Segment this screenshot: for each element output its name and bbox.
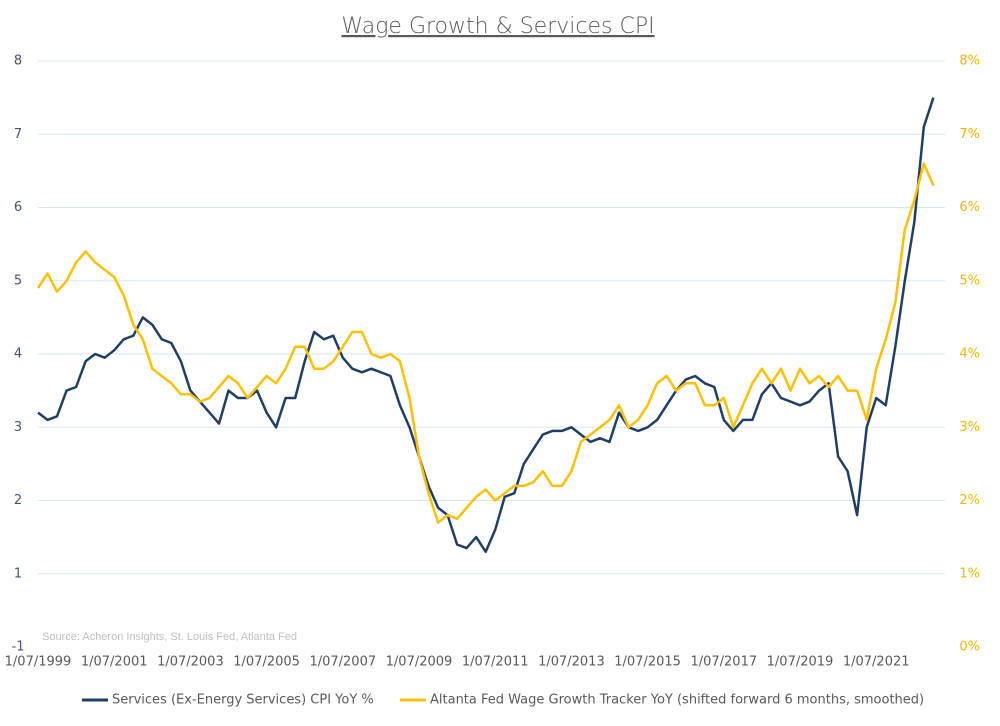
y-tick-label: 8 bbox=[14, 54, 22, 69]
x-tick-label: 1/07/2009 bbox=[386, 655, 453, 670]
y-tick-label: 5 bbox=[14, 273, 22, 288]
y2-tick-label: 3% bbox=[959, 420, 980, 435]
y2-tick-label: 1% bbox=[959, 566, 980, 581]
y-tick-label: 2 bbox=[14, 493, 22, 508]
y-tick-label: -1 bbox=[12, 640, 25, 655]
y-tick-label: 4 bbox=[14, 347, 22, 362]
y2-tick-label: 4% bbox=[959, 347, 980, 362]
x-tick-label: 1/07/2021 bbox=[843, 655, 910, 670]
x-tick-label: 1/07/2001 bbox=[81, 655, 148, 670]
chart-title: Wage Growth & Services CPI bbox=[341, 14, 654, 39]
y2-tick-label: 7% bbox=[959, 127, 980, 142]
y-tick-label: 7 bbox=[14, 127, 22, 142]
x-tick-label: 1/07/1999 bbox=[5, 655, 72, 670]
x-tick-label: 1/07/2007 bbox=[309, 655, 376, 670]
y2-tick-label: 5% bbox=[959, 273, 980, 288]
legend-label: Services (Ex-Energy Services) CPI YoY % bbox=[112, 693, 374, 708]
x-tick-label: 1/07/2015 bbox=[614, 655, 681, 670]
x-tick-label: 1/07/2011 bbox=[462, 655, 529, 670]
legend-label: Altanta Fed Wage Growth Tracker YoY (shi… bbox=[430, 693, 924, 708]
y-tick-label: 3 bbox=[14, 420, 22, 435]
y2-tick-label: 8% bbox=[959, 54, 980, 69]
series-line bbox=[36, 162, 935, 524]
y-tick-label: 1 bbox=[14, 566, 22, 581]
x-tick-label: 1/07/2017 bbox=[690, 655, 757, 670]
series-line bbox=[37, 97, 935, 554]
y-tick-label: 6 bbox=[14, 200, 22, 215]
source-note: Source: Acheron Insights, St. Louis Fed,… bbox=[42, 631, 297, 643]
x-tick-label: 1/07/2005 bbox=[233, 655, 300, 670]
x-tick-label: 1/07/2013 bbox=[538, 655, 605, 670]
y2-tick-label: 2% bbox=[959, 493, 980, 508]
x-tick-label: 1/07/2003 bbox=[157, 655, 224, 670]
y2-tick-label: 0% bbox=[959, 640, 980, 655]
y2-tick-label: 6% bbox=[959, 200, 980, 215]
x-tick-label: 1/07/2019 bbox=[767, 655, 834, 670]
